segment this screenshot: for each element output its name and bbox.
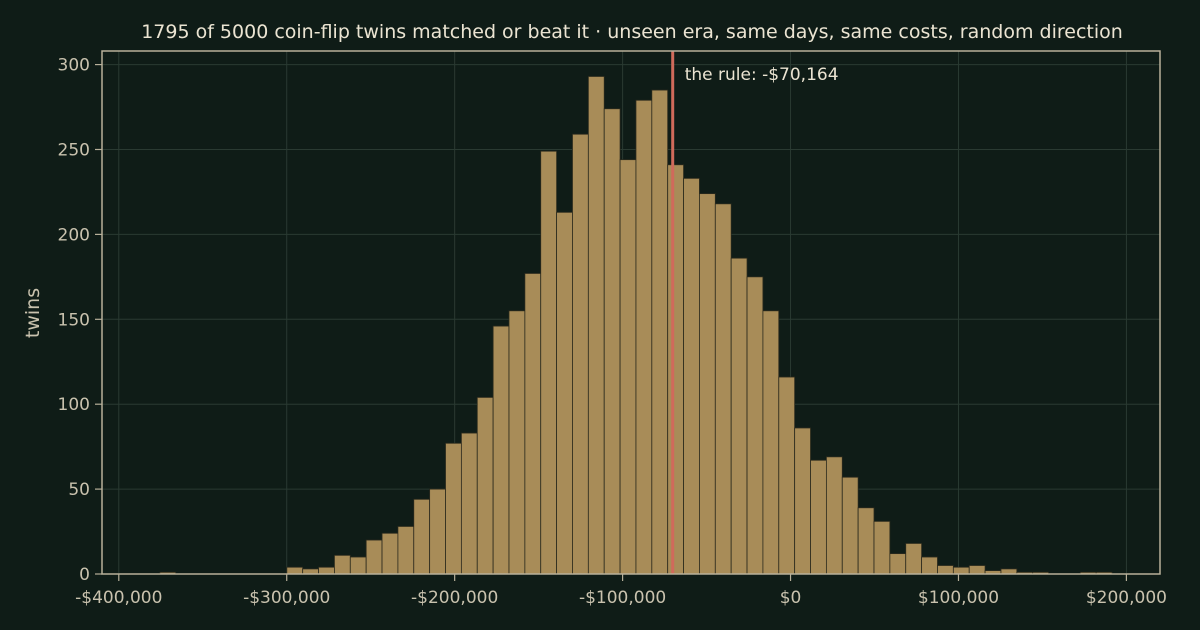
chart-title: 1795 of 5000 coin-flip twins matched or … <box>141 21 1123 43</box>
histogram-bar <box>540 150 558 575</box>
histogram-bar <box>556 211 573 575</box>
histogram-bar <box>905 543 923 575</box>
histogram-bar <box>746 276 764 575</box>
rule-label: the rule: -$70,164 <box>685 65 839 85</box>
x-tick-label: -$400,000 <box>75 588 162 608</box>
histogram-bar <box>460 432 478 575</box>
histogram-bar <box>1000 568 1018 575</box>
histogram-bar <box>714 203 732 575</box>
histogram-bar <box>413 498 431 575</box>
x-tick-label: $0 <box>780 588 802 608</box>
y-tick-label: 50 <box>68 480 90 500</box>
histogram-bar <box>381 532 399 575</box>
histogram-bar <box>587 76 605 575</box>
histogram-bar <box>286 566 304 575</box>
y-tick-label: 300 <box>58 56 90 76</box>
histogram-bar <box>730 257 748 575</box>
histogram-bar <box>476 397 494 575</box>
y-axis-label: twins <box>22 288 44 338</box>
histogram-bar <box>841 476 859 575</box>
histogram-bar <box>349 556 367 575</box>
x-tick-label: $200,000 <box>1086 588 1167 608</box>
histogram-bar <box>635 99 653 575</box>
y-tick-label: 200 <box>58 225 90 245</box>
histogram-bar <box>334 554 351 575</box>
plot-frame <box>101 50 1161 575</box>
histogram-bar <box>318 566 335 575</box>
histogram-bar <box>810 459 827 575</box>
x-tick-label: $100,000 <box>918 588 999 608</box>
histogram-bar <box>492 325 510 575</box>
histogram-bars <box>159 76 1113 575</box>
histogram-bar <box>397 526 415 575</box>
histogram-bar <box>572 133 589 575</box>
histogram-bar <box>302 568 319 575</box>
histogram-bar <box>968 565 986 575</box>
histogram-bar <box>952 566 970 575</box>
rule-marker: the rule: -$70,164 <box>671 51 839 574</box>
histogram-bar <box>794 427 811 575</box>
y-tick-label: 0 <box>79 565 90 585</box>
histogram-bar <box>762 310 780 575</box>
histogram-bar <box>825 456 843 575</box>
histogram-bar <box>683 177 700 575</box>
histogram-bar <box>429 488 446 575</box>
histogram-bar <box>921 556 938 575</box>
histogram-bar <box>857 507 875 575</box>
histogram-bar <box>937 565 954 575</box>
y-tick-label: 250 <box>58 140 90 160</box>
histogram-bar <box>603 108 621 575</box>
y-tick-label: 150 <box>58 310 90 330</box>
axes: 0 50 100 150 200 250 300 -$400,000 -$300,000 -$20… <box>58 50 1167 608</box>
x-tick-label: -$300,000 <box>243 588 330 608</box>
x-tick-label: -$100,000 <box>579 588 666 608</box>
histogram-bar <box>889 553 907 575</box>
histogram-bar <box>445 442 462 575</box>
x-tick-label: -$200,000 <box>411 588 498 608</box>
histogram-bar <box>365 539 383 575</box>
histogram-bar <box>699 193 716 575</box>
histogram-bar <box>619 159 637 575</box>
histogram-bar <box>778 376 796 575</box>
histogram-bar <box>508 310 526 575</box>
histogram-bar <box>667 164 684 575</box>
y-tick-label: 100 <box>58 395 90 415</box>
histogram-bar <box>873 520 891 575</box>
histogram-bar <box>524 273 542 575</box>
histogram-bar <box>651 89 669 575</box>
